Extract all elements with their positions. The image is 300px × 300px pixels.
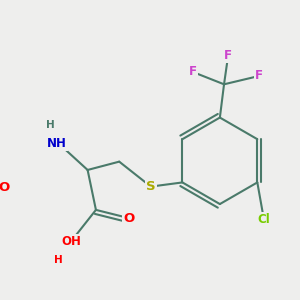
Text: H: H	[54, 255, 63, 265]
Text: O: O	[124, 212, 135, 225]
Text: F: F	[255, 70, 263, 83]
Text: S: S	[146, 180, 156, 193]
Text: F: F	[224, 49, 232, 62]
Text: O: O	[0, 181, 10, 194]
Text: Cl: Cl	[258, 213, 270, 226]
Text: H: H	[46, 120, 55, 130]
Text: F: F	[188, 65, 196, 78]
Text: NH: NH	[47, 137, 67, 150]
Text: OH: OH	[61, 235, 81, 248]
